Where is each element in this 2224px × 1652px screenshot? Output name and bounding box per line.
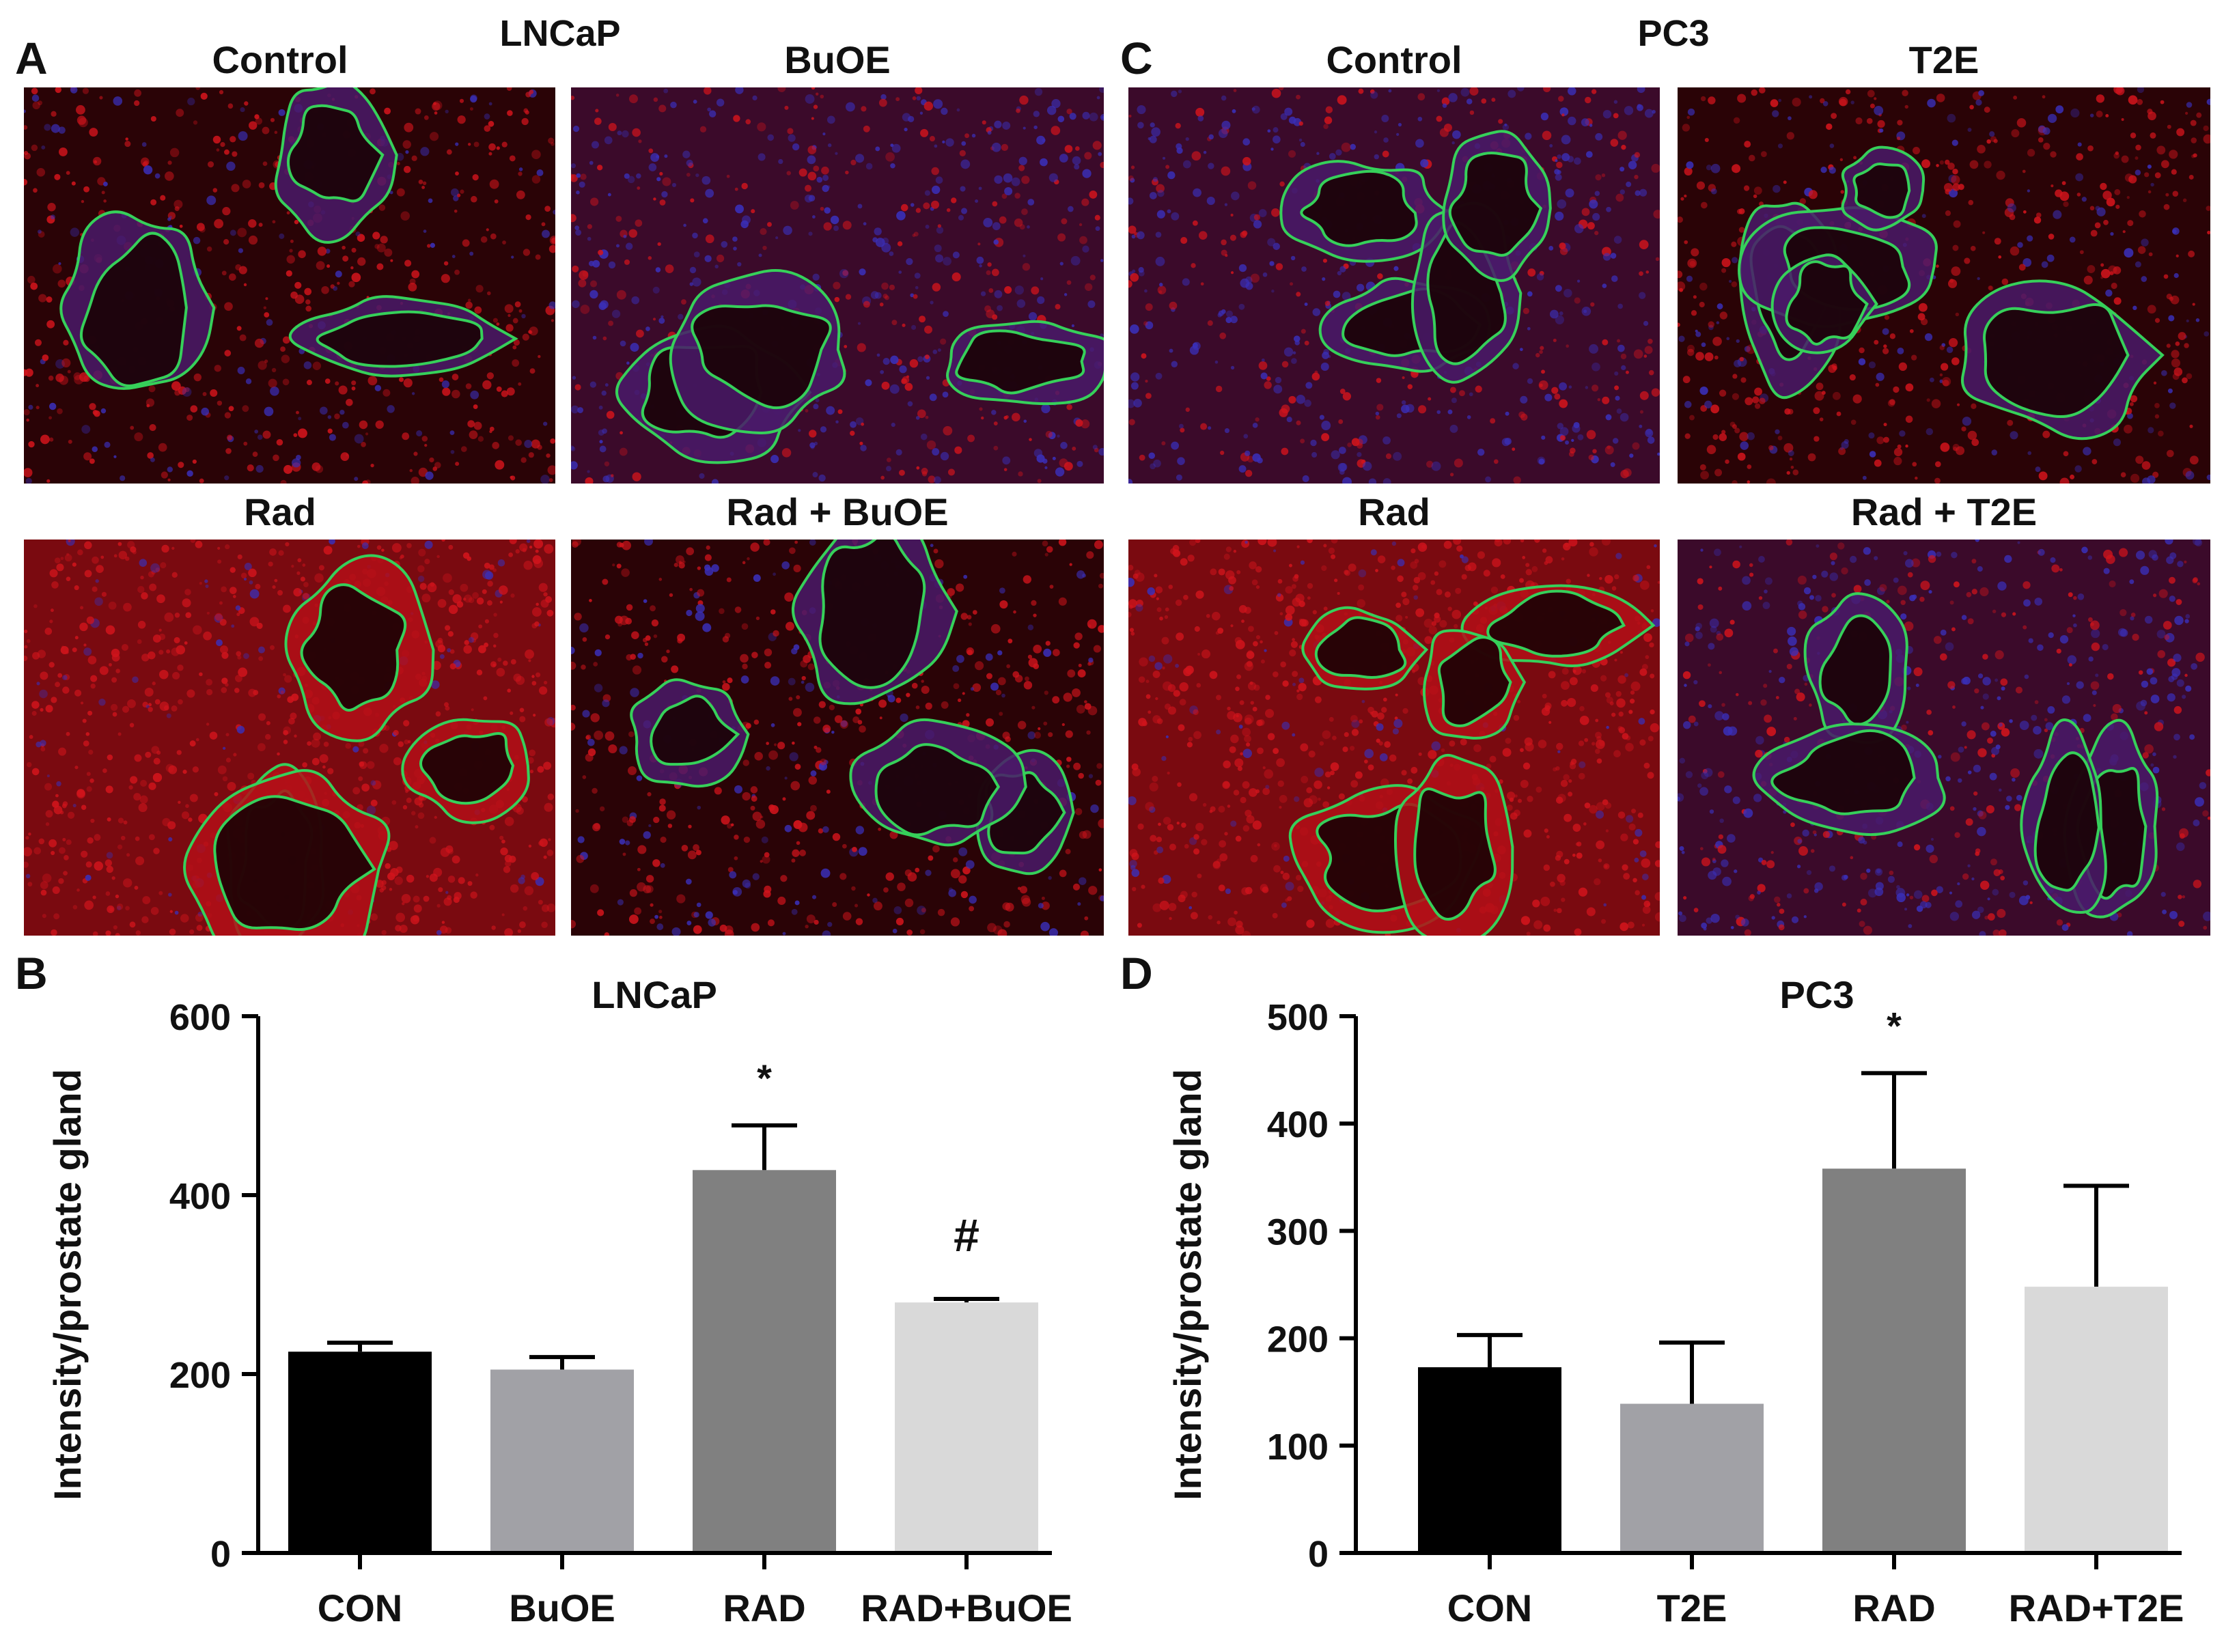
micrograph-a-control xyxy=(24,87,555,484)
y-tick-label-500: 500 xyxy=(1267,997,1329,1038)
bar-rad-t2e xyxy=(2025,1287,2168,1553)
bar-t2e xyxy=(1620,1403,1764,1553)
y-axis-label: Intensity/prostate gland xyxy=(46,1069,89,1500)
micrograph-a-rad-buoe xyxy=(571,540,1104,936)
chart-title: PC3 xyxy=(1780,973,1854,1016)
chart-title: LNCaP xyxy=(592,973,717,1016)
micrograph-a-buoe xyxy=(571,87,1104,484)
bar-buoe xyxy=(490,1369,634,1553)
x-tick-label-con: CON xyxy=(1447,1586,1532,1629)
bar-rad xyxy=(1822,1168,1966,1553)
image-label-c-rad: Rad xyxy=(1358,490,1430,533)
image-label-c-t2e: T2E xyxy=(1908,38,1979,81)
y-tick-label-100: 100 xyxy=(1267,1427,1329,1468)
image-label-c-control: Control xyxy=(1326,38,1462,81)
bar-con xyxy=(288,1352,432,1553)
bar-chart-lncap: LNCaP Intensity/prostate gland CON BuOE RAD R… xyxy=(46,973,1072,1629)
bar-rad-buoe xyxy=(895,1302,1038,1553)
panel-letter-c: C xyxy=(1120,33,1153,83)
y-axis-label: Intensity/prostate gland xyxy=(1166,1069,1209,1500)
micrograph-c-t2e xyxy=(1678,87,2210,484)
micrograph-c-rad-t2e xyxy=(1678,540,2210,936)
x-tick-label-con: CON xyxy=(318,1586,402,1629)
bar-rad xyxy=(693,1170,836,1553)
x-tick-label-rad: RAD xyxy=(723,1586,805,1629)
image-label-c-rad-t2e: Rad + T2E xyxy=(1850,490,2038,533)
panel-letter-d: D xyxy=(1120,948,1153,998)
micrograph-c-control xyxy=(1128,87,1660,484)
x-tick-label-buoe: BuOE xyxy=(509,1586,615,1629)
bar-chart-pc3: PC3 Intensity/prostate gland CON T2E RAD RAD+… xyxy=(1166,973,2184,1629)
image-label-a-buoe: BuOE xyxy=(784,38,891,81)
panel-letter-a: A xyxy=(15,33,48,83)
panel-c-title: PC3 xyxy=(1637,13,1710,54)
annotation-rad: * xyxy=(1887,1004,1902,1047)
y-tick-label-300: 300 xyxy=(1267,1212,1329,1252)
annotation-rad: * xyxy=(757,1056,772,1100)
annotation-rad-buoe: # xyxy=(954,1209,979,1261)
micrograph-a-rad xyxy=(24,540,555,936)
y-tick-label-600: 600 xyxy=(169,997,231,1038)
x-tick-label-rad-t2e: RAD+T2E xyxy=(2009,1586,2184,1629)
image-label-a-rad: Rad xyxy=(244,490,316,533)
y-tick-label-400: 400 xyxy=(169,1176,231,1217)
image-label-a-control: Control xyxy=(212,38,348,81)
panel-a-title: LNCaP xyxy=(499,13,621,54)
panel-letter-b: B xyxy=(15,948,48,998)
bar-con xyxy=(1418,1367,1561,1553)
x-tick-label-rad: RAD xyxy=(1852,1586,1935,1629)
x-tick-label-t2e: T2E xyxy=(1657,1586,1727,1629)
y-tick-label-200: 200 xyxy=(1267,1319,1329,1360)
y-tick-label-400: 400 xyxy=(1267,1104,1329,1145)
x-tick-label-rad-buoe: RAD+BuOE xyxy=(861,1586,1072,1629)
y-tick-label-200: 200 xyxy=(169,1355,231,1396)
y-tick-label-0: 0 xyxy=(210,1534,231,1575)
y-tick-label-0: 0 xyxy=(1308,1534,1329,1575)
image-label-a-rad-buoe: Rad + BuOE xyxy=(726,490,949,533)
micrograph-c-rad xyxy=(1128,540,1660,936)
